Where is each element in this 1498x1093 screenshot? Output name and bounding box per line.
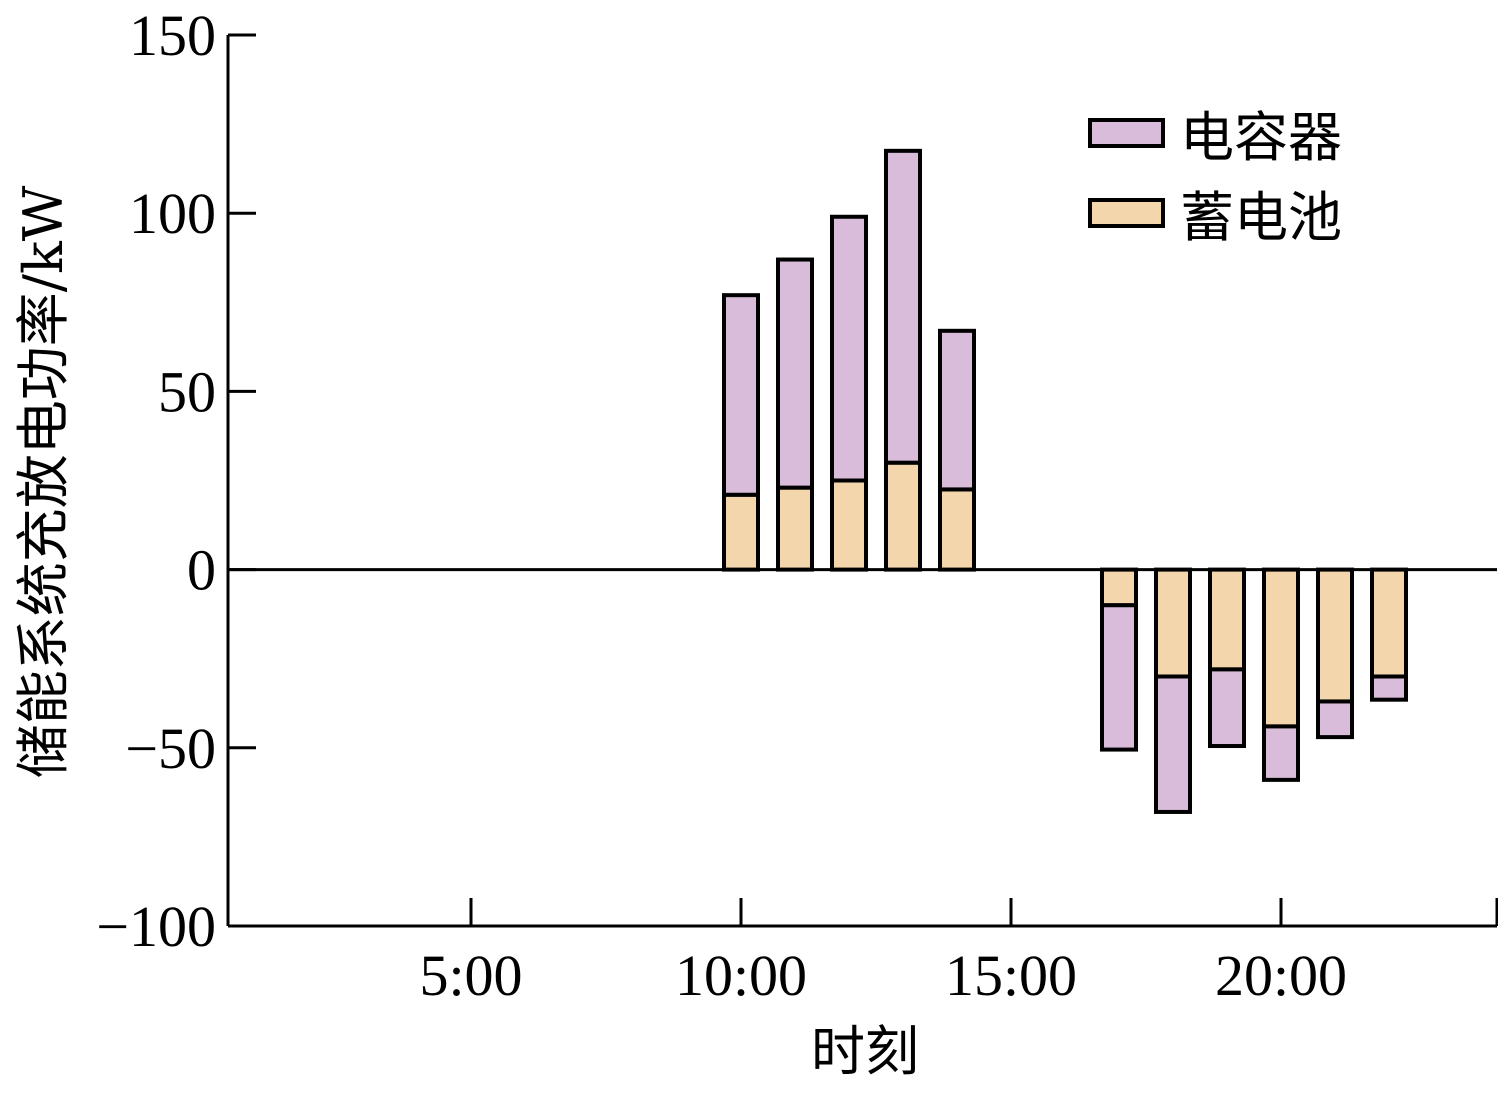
x-axis-label: 时刻 — [811, 1020, 919, 1083]
y-tick-label: 100 — [129, 181, 216, 246]
y-tick-label: −50 — [125, 716, 216, 781]
bar-battery — [1370, 567, 1408, 679]
bar-battery — [776, 485, 814, 572]
bar-capacitor — [830, 214, 868, 483]
bar-battery — [938, 487, 976, 572]
axes-group: 150 100 50 0 −50 −100 5:00 10:00 15:00 20:00 — [96, 3, 1498, 1008]
y-tick-label: −100 — [96, 894, 216, 959]
bar-battery — [1262, 567, 1300, 729]
x-tick-label: 15:00 — [945, 943, 1077, 1008]
legend-swatch — [1088, 118, 1165, 148]
y-tick-label: 0 — [187, 538, 216, 603]
bar-capacitor — [1208, 667, 1246, 749]
legend-label: 电容器 — [1180, 106, 1342, 169]
bar-capacitor — [1154, 674, 1192, 814]
bar-battery — [830, 478, 868, 572]
x-tick-label: 5:00 — [419, 943, 522, 1008]
legend-swatch — [1088, 198, 1165, 228]
bar-battery — [1316, 567, 1354, 704]
bar-capacitor — [1370, 674, 1408, 702]
bar-capacitor — [776, 257, 814, 490]
x-tick-label: 20:00 — [1215, 943, 1347, 1008]
bar-capacitor — [938, 328, 976, 492]
bar-capacitor — [884, 148, 922, 465]
bar-battery — [884, 460, 922, 572]
x-tick-label: 10:00 — [675, 943, 807, 1008]
bar-capacitor — [1100, 603, 1138, 752]
y-axis-label: 储能系统充放电功率/kW — [12, 185, 75, 778]
bar-capacitor — [722, 293, 760, 497]
y-tick-label: 50 — [158, 359, 216, 424]
y-tick-label: 150 — [129, 3, 216, 68]
legend-label: 蓄电池 — [1180, 186, 1342, 249]
bar-battery — [1208, 567, 1246, 672]
bars-group — [722, 148, 1408, 814]
bar-battery — [1154, 567, 1192, 679]
bar-capacitor — [1262, 724, 1300, 782]
bar-battery — [1100, 567, 1138, 608]
bar-capacitor — [1316, 699, 1354, 740]
bar-battery — [722, 492, 760, 572]
